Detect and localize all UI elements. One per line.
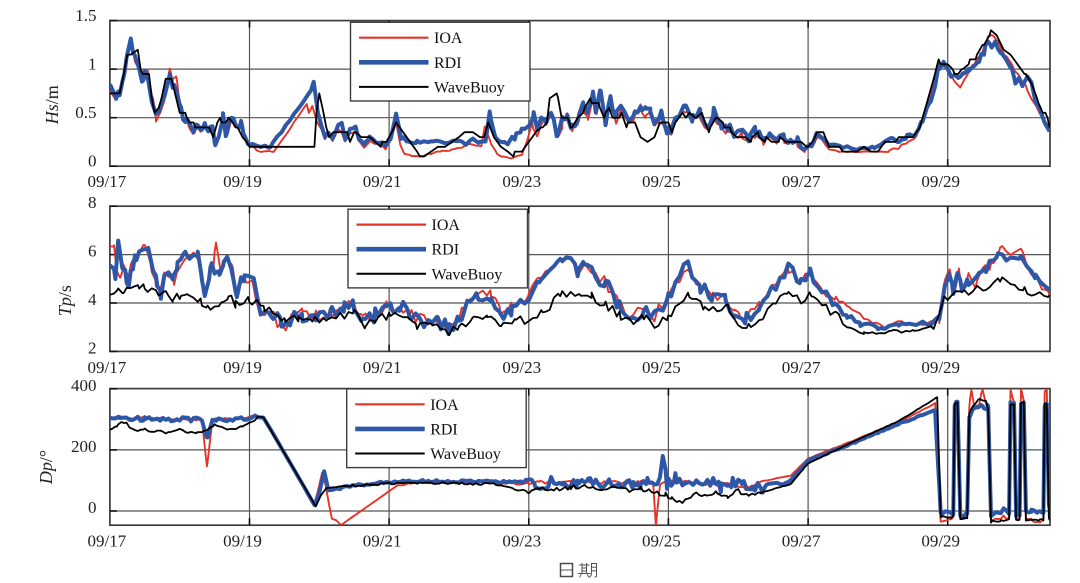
svg-text:09/17: 09/17: [88, 172, 127, 191]
svg-text:09/25: 09/25: [642, 172, 681, 191]
svg-text:09/25: 09/25: [642, 532, 681, 551]
svg-text:09/29: 09/29: [921, 358, 960, 377]
svg-text:1.5: 1.5: [75, 6, 96, 25]
svg-text:09/27: 09/27: [782, 358, 821, 377]
svg-text:6: 6: [88, 242, 97, 261]
svg-text:09/27: 09/27: [782, 172, 821, 191]
svg-text:09/19: 09/19: [223, 172, 262, 191]
svg-text:RDI: RDI: [432, 242, 460, 259]
svg-text:IOA: IOA: [430, 397, 459, 414]
svg-text:400: 400: [71, 376, 97, 395]
svg-text:0.5: 0.5: [75, 103, 96, 122]
svg-text:Dp/°: Dp/°: [36, 450, 56, 485]
svg-text:8: 8: [88, 193, 97, 212]
svg-text:0: 0: [88, 152, 97, 171]
svg-text:09/23: 09/23: [502, 172, 541, 191]
svg-text:09/21: 09/21: [363, 172, 402, 191]
svg-text:09/17: 09/17: [88, 532, 127, 551]
svg-text:09/21: 09/21: [363, 532, 402, 551]
svg-text:09/23: 09/23: [502, 358, 541, 377]
svg-text:09/25: 09/25: [642, 358, 681, 377]
svg-text:0: 0: [88, 498, 97, 517]
svg-text:4: 4: [88, 290, 97, 309]
svg-text:09/21: 09/21: [363, 358, 402, 377]
svg-text:09/27: 09/27: [782, 532, 821, 551]
svg-text:Hs/m: Hs/m: [42, 85, 62, 125]
svg-text:200: 200: [71, 437, 97, 456]
svg-text:RDI: RDI: [434, 55, 462, 72]
svg-text:1: 1: [88, 55, 97, 74]
svg-text:09/19: 09/19: [223, 358, 262, 377]
svg-text:09/23: 09/23: [502, 532, 541, 551]
svg-text:WaveBuoy: WaveBuoy: [432, 266, 503, 283]
svg-text:09/29: 09/29: [921, 172, 960, 191]
svg-text:WaveBuoy: WaveBuoy: [430, 446, 501, 463]
svg-text:09/29: 09/29: [921, 532, 960, 551]
svg-text:RDI: RDI: [430, 421, 458, 438]
svg-text:Tp/s: Tp/s: [55, 285, 75, 316]
svg-text:IOA: IOA: [432, 217, 461, 234]
svg-text:IOA: IOA: [434, 30, 463, 47]
svg-text:09/19: 09/19: [223, 532, 262, 551]
svg-text:09/17: 09/17: [88, 358, 127, 377]
svg-text:2: 2: [88, 338, 97, 357]
svg-text:WaveBuoy: WaveBuoy: [434, 79, 505, 96]
